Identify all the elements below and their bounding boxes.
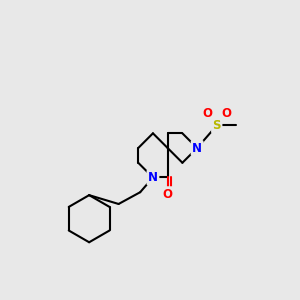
Text: O: O <box>222 107 232 120</box>
Text: N: N <box>148 171 158 184</box>
Text: S: S <box>212 119 221 132</box>
Text: O: O <box>163 188 173 201</box>
Text: N: N <box>192 142 202 154</box>
Text: O: O <box>202 107 212 120</box>
